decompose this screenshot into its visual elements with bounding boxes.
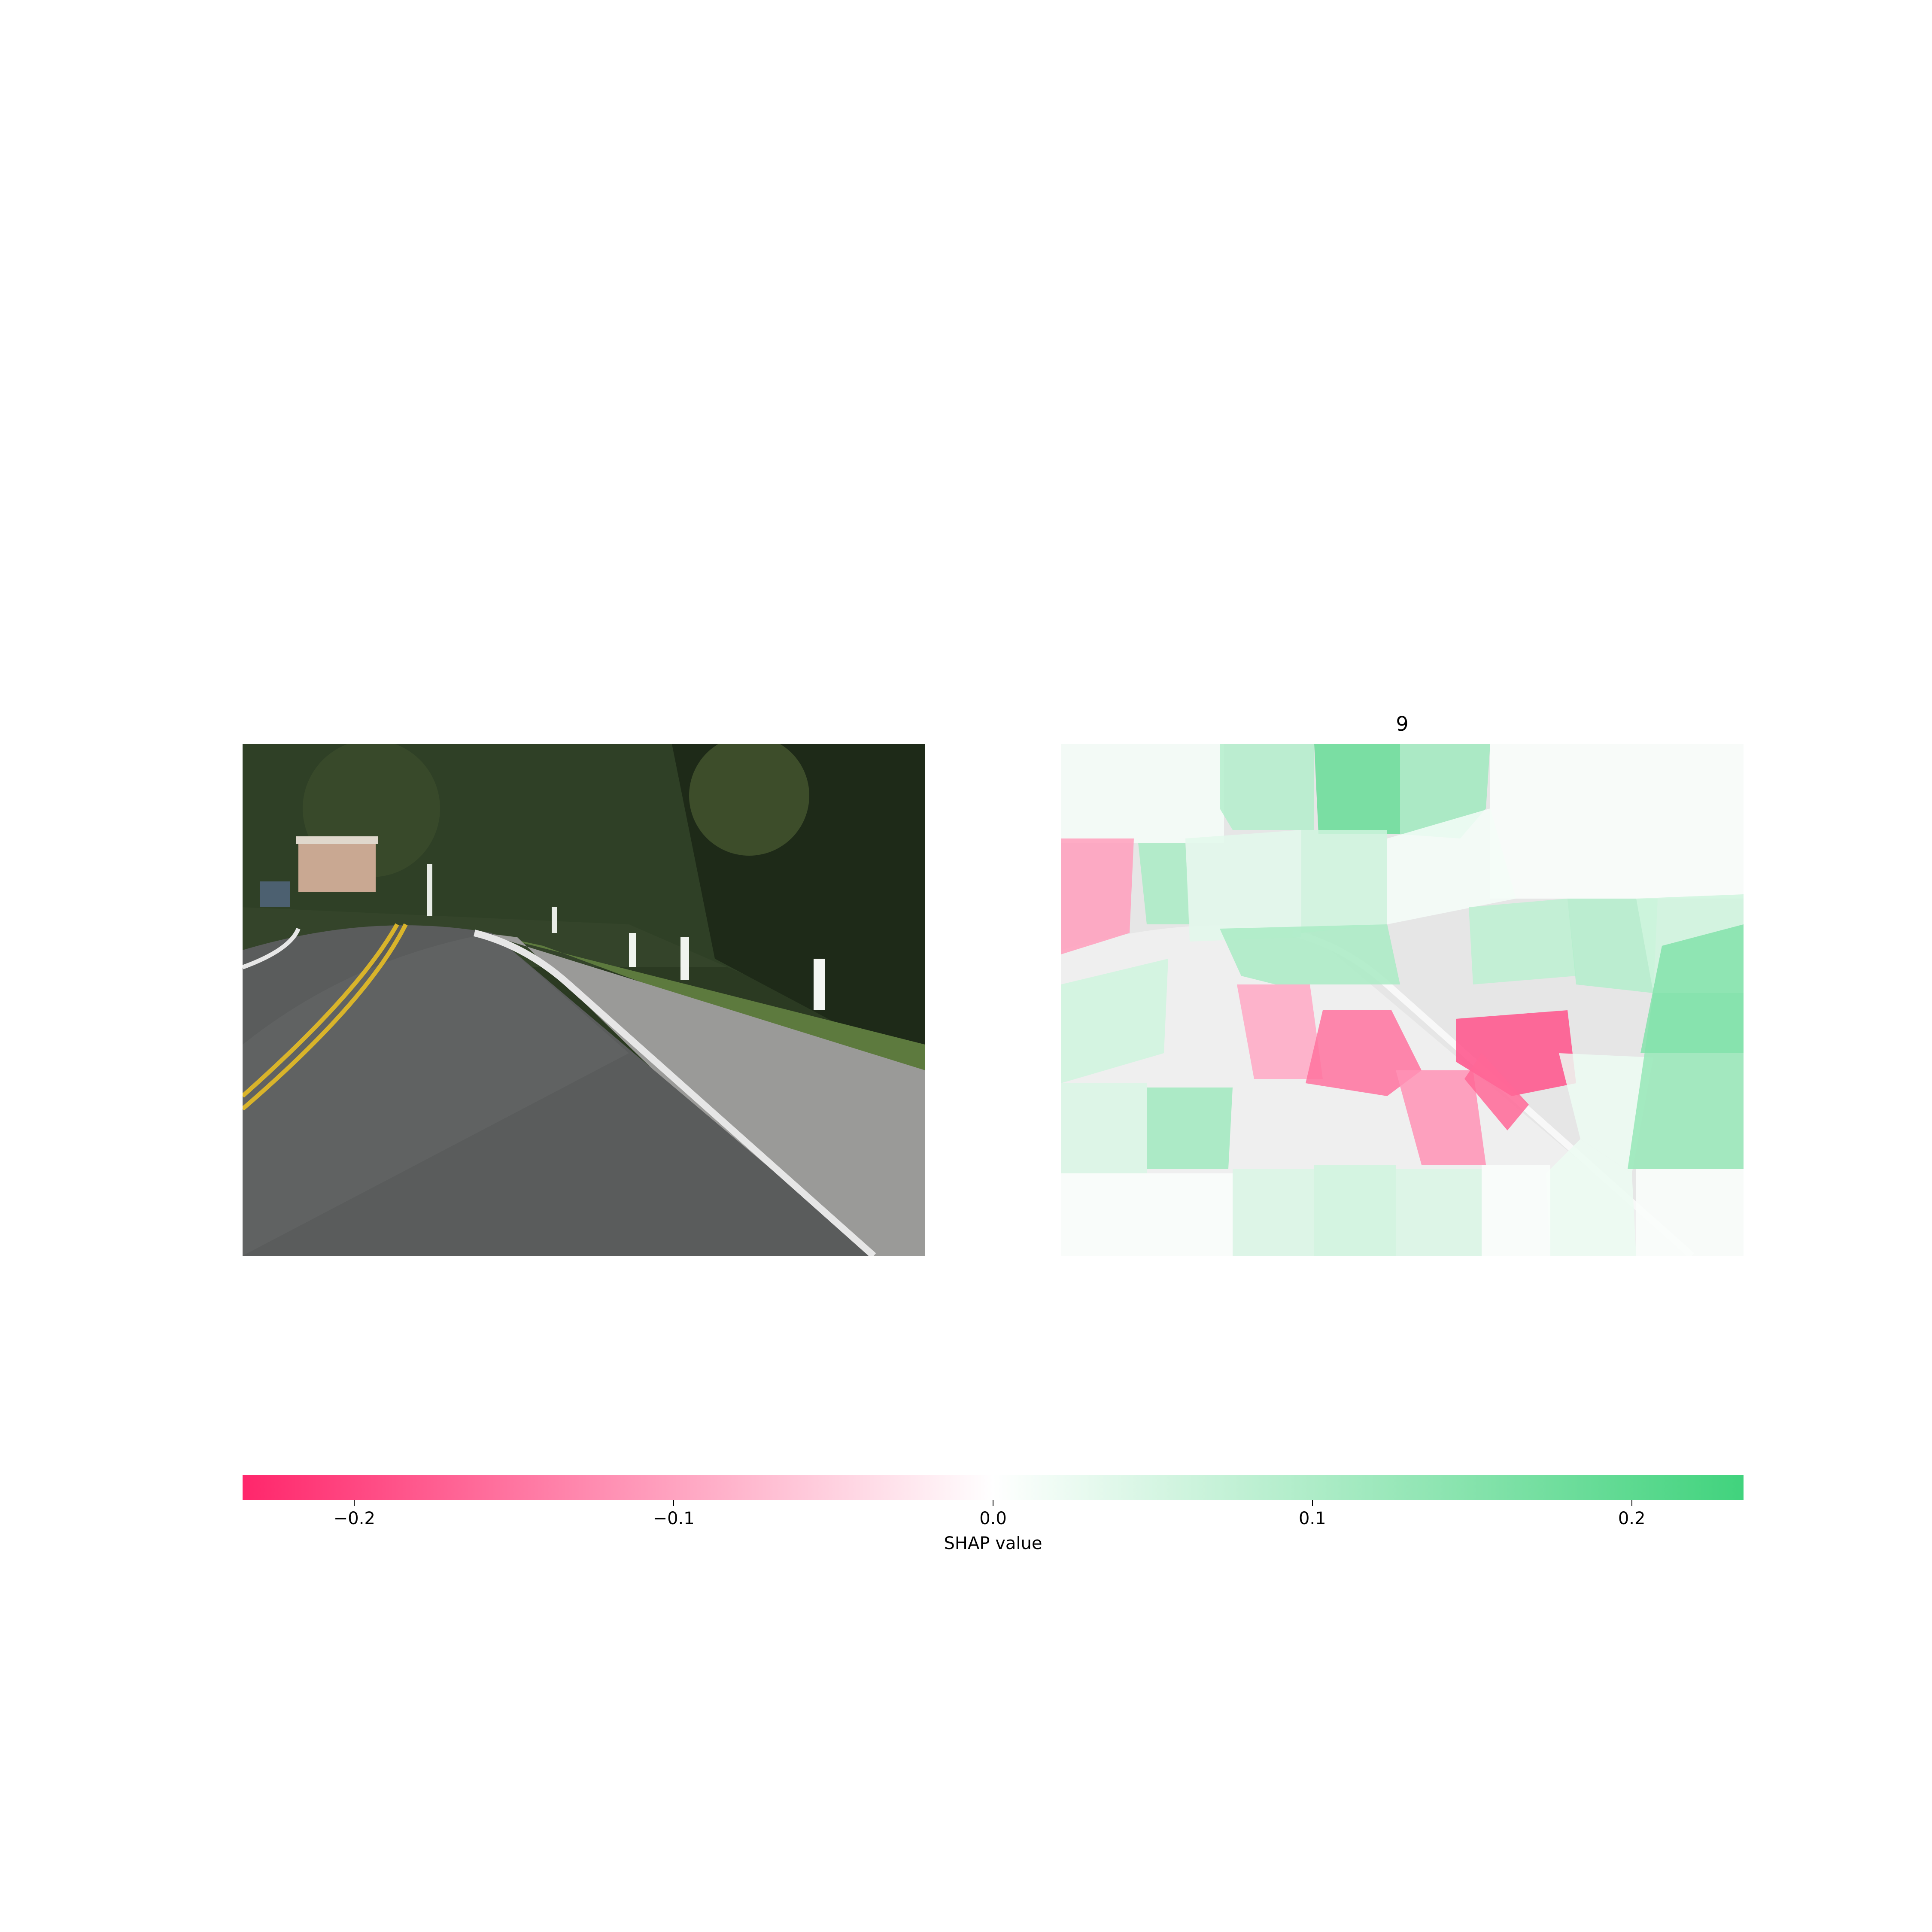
shap-segment [1469, 899, 1576, 984]
colorbar-tick-label: 0.0 [979, 1509, 1007, 1528]
colorbar-tick-mark [354, 1500, 355, 1506]
colorbar-tick-mark [673, 1500, 674, 1506]
road-photo [243, 744, 925, 1256]
shap-segment [1482, 1165, 1550, 1256]
colorbar-ticks: −0.2 −0.1 0.0 0.1 0.2 [243, 1500, 1744, 1534]
shap-segment [1237, 984, 1323, 1079]
shap-segment [1396, 1169, 1482, 1256]
shap-segment [1061, 838, 1134, 954]
shap-segment [1314, 744, 1400, 834]
shap-segment [1567, 899, 1658, 993]
colorbar [243, 1475, 1744, 1500]
shap-segment [1559, 1053, 1653, 1173]
colorbar-tick-label: 0.2 [1618, 1509, 1646, 1528]
shap-segment [1640, 924, 1744, 1053]
shap-segment [1061, 1173, 1233, 1256]
shap-overlay [1061, 744, 1744, 1256]
colorbar-label: SHAP value [944, 1534, 1042, 1553]
shap-segment [1220, 744, 1314, 830]
shap-segment [1314, 1165, 1396, 1256]
shap-segment [1546, 1139, 1636, 1256]
shap-segment [1147, 1088, 1233, 1169]
shap-segment [1220, 924, 1400, 984]
shap-segment [1464, 1053, 1529, 1130]
shap-segment [1306, 1010, 1422, 1096]
colorbar-tick-label: −0.2 [333, 1509, 375, 1528]
shap-segment [1233, 1169, 1314, 1256]
shap-segment [1400, 744, 1490, 838]
shap-segment [1138, 843, 1190, 924]
shap-segment [1061, 1083, 1147, 1173]
chart-title: 9 [1396, 712, 1409, 735]
shap-segment [1387, 808, 1516, 924]
shap-segment [1301, 830, 1387, 933]
shap-segment [1636, 1169, 1744, 1256]
colorbar-tick-label: −0.1 [653, 1509, 695, 1528]
shap-segment [1061, 744, 1224, 843]
colorbar-tick-label: 0.1 [1299, 1509, 1326, 1528]
shap-segment [1396, 1070, 1486, 1165]
shap-segment [1490, 744, 1744, 899]
shap-segment [1185, 830, 1301, 942]
shap-segment [1061, 959, 1168, 1083]
colorbar-tick-mark [1312, 1500, 1313, 1506]
colorbar-tick-mark [1631, 1500, 1632, 1506]
